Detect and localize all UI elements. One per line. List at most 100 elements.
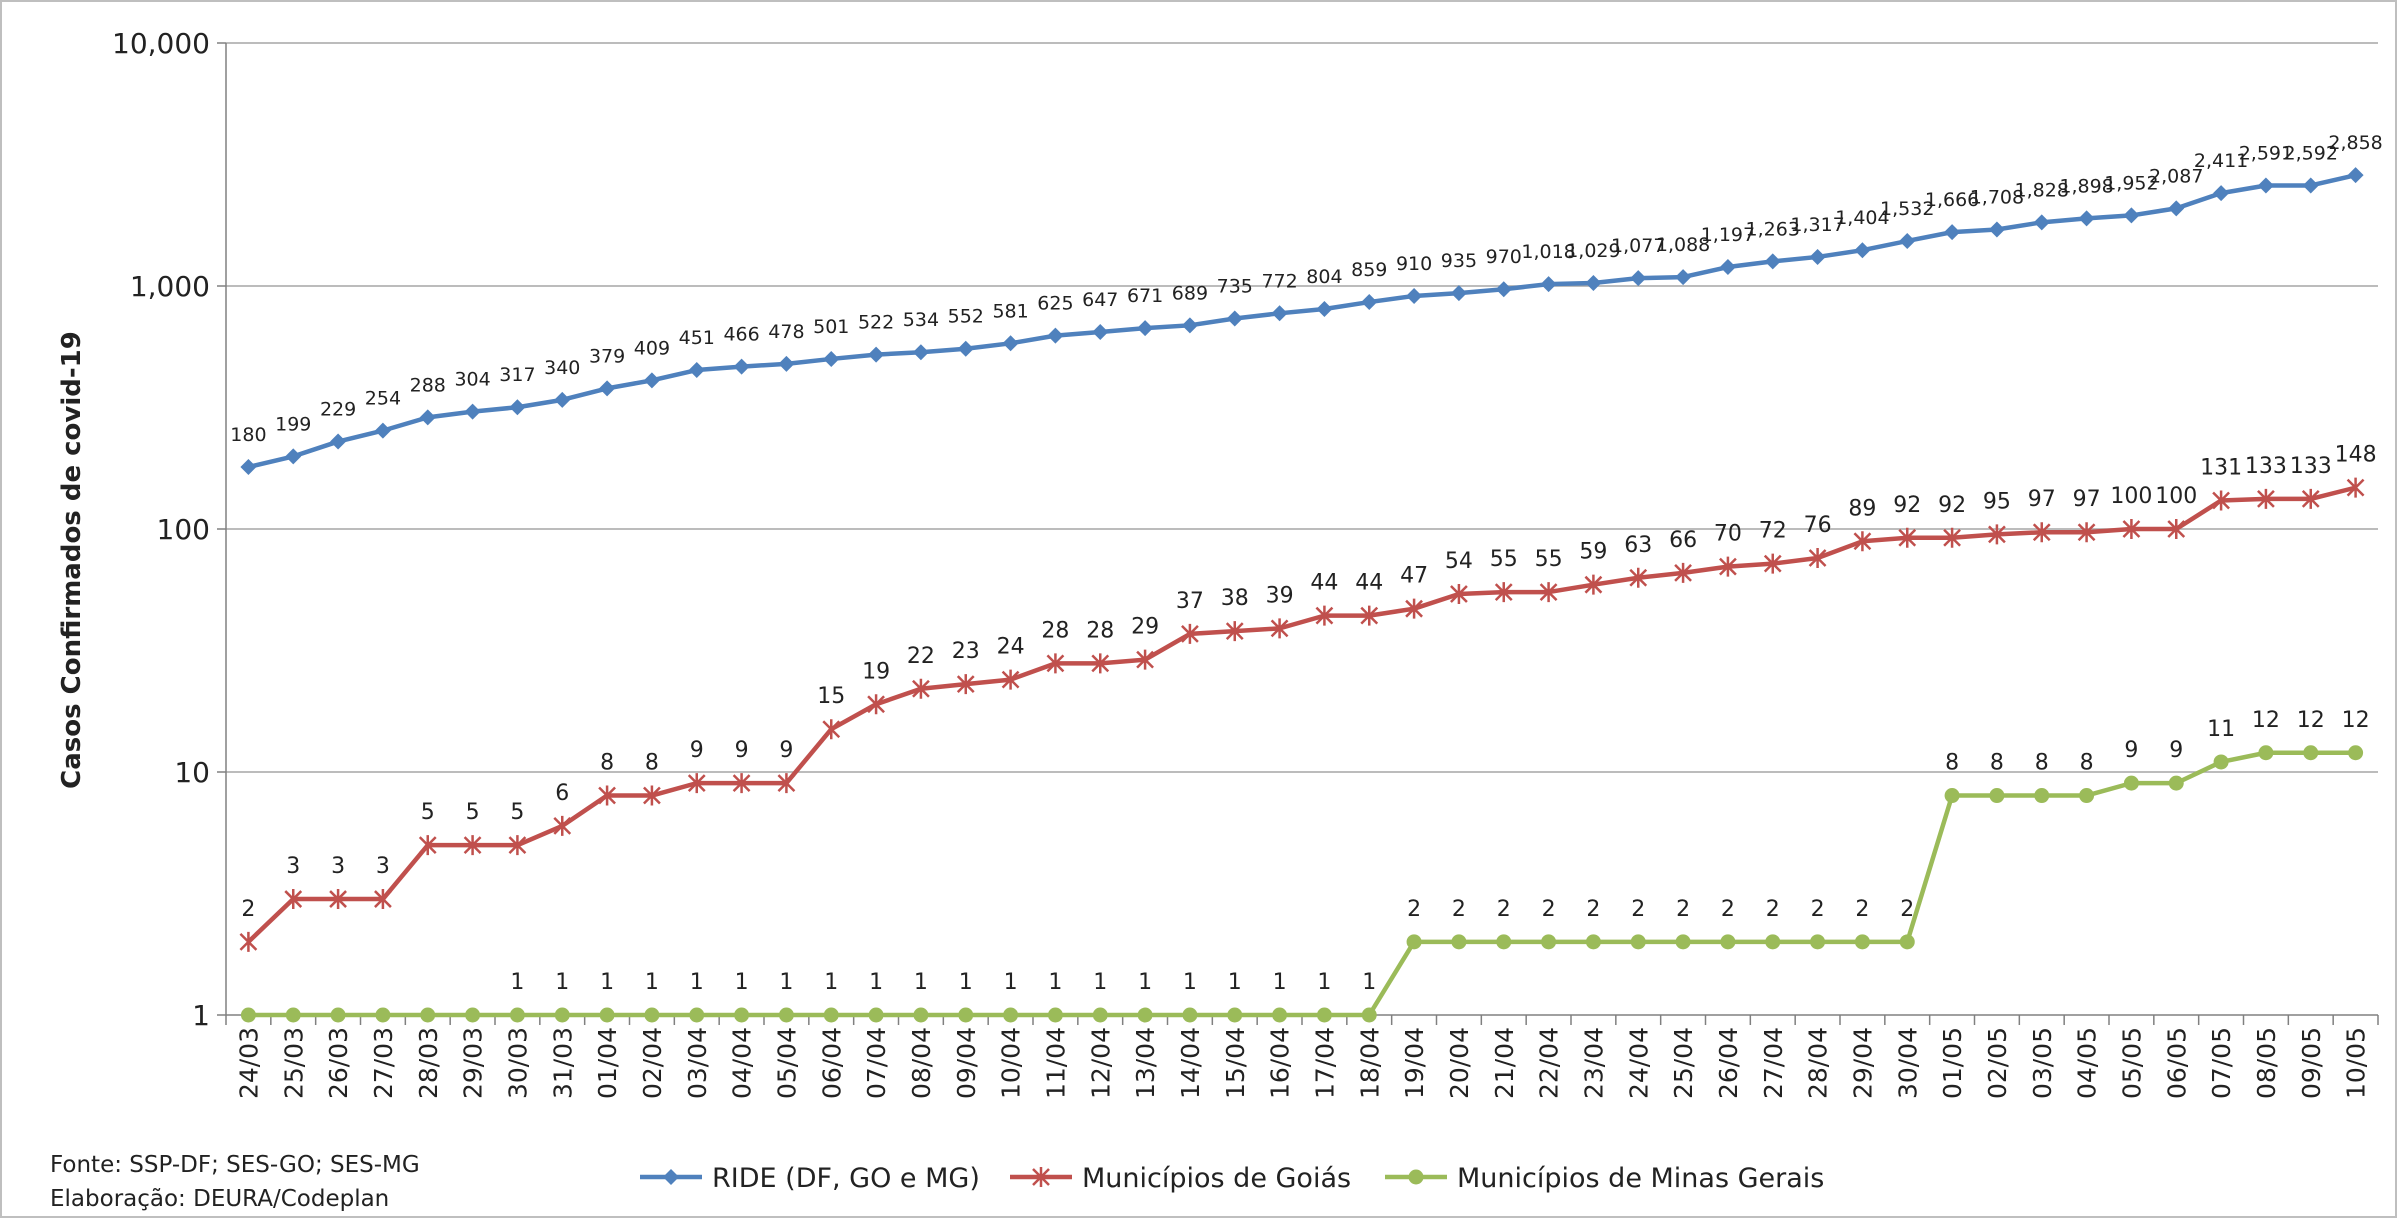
circle-marker — [1227, 1007, 1243, 1023]
data-label: 2 — [1766, 897, 1780, 922]
diamond-marker — [1137, 320, 1154, 337]
star-marker — [1270, 618, 1289, 639]
data-label: 970 — [1486, 246, 1522, 268]
data-label: 804 — [1306, 266, 1342, 288]
data-label: 37 — [1176, 589, 1204, 614]
data-label: 5 — [510, 800, 524, 825]
data-label: 8 — [2035, 751, 2049, 776]
star-marker — [912, 678, 930, 699]
data-label: 317 — [499, 364, 535, 386]
star-marker — [2212, 490, 2230, 511]
circle-marker — [823, 1007, 839, 1023]
circle-marker — [1854, 934, 1870, 950]
diamond-marker — [663, 1169, 679, 1185]
data-label: 1 — [600, 970, 614, 995]
x-tick-label: 26/04 — [1714, 1027, 1743, 1099]
data-label: 254 — [365, 388, 401, 410]
x-tick-label: 12/04 — [1086, 1027, 1115, 1099]
diamond-marker — [464, 403, 481, 420]
data-label: 12 — [2342, 708, 2370, 733]
data-label: 199 — [275, 413, 311, 435]
data-label: 2 — [241, 897, 255, 922]
x-tick-label: 25/03 — [279, 1027, 308, 1099]
diamond-marker — [957, 340, 974, 357]
data-label: 1 — [1317, 970, 1331, 995]
data-label: 910 — [1396, 253, 1432, 275]
diamond-marker — [912, 344, 929, 361]
data-label: 97 — [2028, 487, 2056, 512]
data-label: 1 — [1273, 970, 1287, 995]
star-marker — [1674, 562, 1692, 583]
x-tick-label: 26/03 — [324, 1027, 353, 1099]
data-label: 735 — [1217, 275, 1253, 297]
x-tick-label: 29/04 — [1848, 1027, 1877, 1099]
data-label: 12 — [2297, 708, 2325, 733]
x-tick-label: 10/05 — [2342, 1027, 2371, 1099]
data-label: 304 — [454, 369, 490, 391]
diamond-marker — [1585, 274, 1602, 291]
circle-marker — [420, 1007, 436, 1023]
x-axis-ticks: 24/03 25/03 26/03 27/03 28/03 29/03 30/03 31/03… — [225, 1015, 2379, 1099]
x-tick-label: 06/04 — [817, 1027, 846, 1099]
data-label: 5 — [421, 800, 435, 825]
x-tick-label: 20/04 — [1445, 1027, 1474, 1099]
diamond-marker — [1809, 248, 1826, 265]
star-marker — [732, 773, 751, 794]
data-label: 1,666 — [1925, 189, 1979, 211]
circle-marker — [285, 1007, 301, 1023]
circle-marker — [1944, 788, 1960, 804]
diamond-marker — [1002, 335, 1019, 352]
star-marker — [822, 719, 841, 740]
data-label: 148 — [2335, 443, 2377, 468]
star-marker — [1046, 653, 1065, 674]
data-label: 1,532 — [1880, 198, 1934, 220]
x-tick-label: 18/04 — [1355, 1027, 1384, 1099]
data-label: 8 — [645, 751, 659, 776]
data-label: 2 — [1811, 897, 1825, 922]
data-label: 24 — [997, 635, 1025, 660]
data-label: 2,592 — [2284, 142, 2338, 164]
data-label: 647 — [1082, 289, 1118, 311]
diamond-marker — [1495, 281, 1512, 298]
y-tick-label: 1 — [192, 999, 210, 1032]
data-label: 1,029 — [1566, 240, 1620, 262]
circle-marker — [868, 1007, 884, 1023]
diamond-marker — [1854, 242, 1871, 259]
data-label: 92 — [1938, 493, 1966, 518]
x-tick-label: 03/04 — [683, 1027, 712, 1099]
data-label: 1 — [959, 970, 973, 995]
data-label: 2 — [1900, 897, 1914, 922]
data-label: 9 — [2124, 738, 2138, 763]
data-label: 1 — [510, 970, 524, 995]
circle-marker — [1541, 934, 1557, 950]
diamond-marker — [374, 422, 391, 439]
x-tick-label: 16/04 — [1266, 1027, 1295, 1099]
circle-marker — [2348, 745, 2364, 761]
data-label: 2 — [1676, 897, 1690, 922]
data-label: 28 — [1041, 618, 1069, 643]
star-marker — [2032, 522, 2051, 543]
data-label: 1 — [555, 970, 569, 995]
data-label: 1 — [1362, 970, 1376, 995]
circle-marker — [1765, 934, 1781, 950]
data-label: 23 — [952, 639, 980, 664]
data-label: 1 — [645, 970, 659, 995]
data-label: 2 — [1586, 897, 1600, 922]
x-tick-label: 01/04 — [593, 1027, 622, 1099]
x-tick-label: 03/05 — [2028, 1027, 2057, 1099]
diamond-marker — [1226, 310, 1243, 327]
x-tick-label: 05/05 — [2117, 1027, 2146, 1099]
x-tick-label: 25/04 — [1669, 1027, 1698, 1099]
circle-marker — [734, 1007, 750, 1023]
data-label: 54 — [1445, 549, 1473, 574]
data-label: 3 — [376, 854, 390, 879]
diamond-marker — [2168, 200, 2185, 217]
data-label: 1,898 — [2059, 175, 2113, 197]
series-line — [247, 172, 2357, 470]
data-label: 1,317 — [1790, 214, 1844, 236]
data-label: 133 — [2290, 454, 2332, 479]
diamond-marker — [1719, 259, 1736, 276]
star-marker — [1091, 653, 1110, 674]
x-tick-label: 07/05 — [2207, 1027, 2236, 1099]
circle-marker — [1361, 1007, 1377, 1023]
